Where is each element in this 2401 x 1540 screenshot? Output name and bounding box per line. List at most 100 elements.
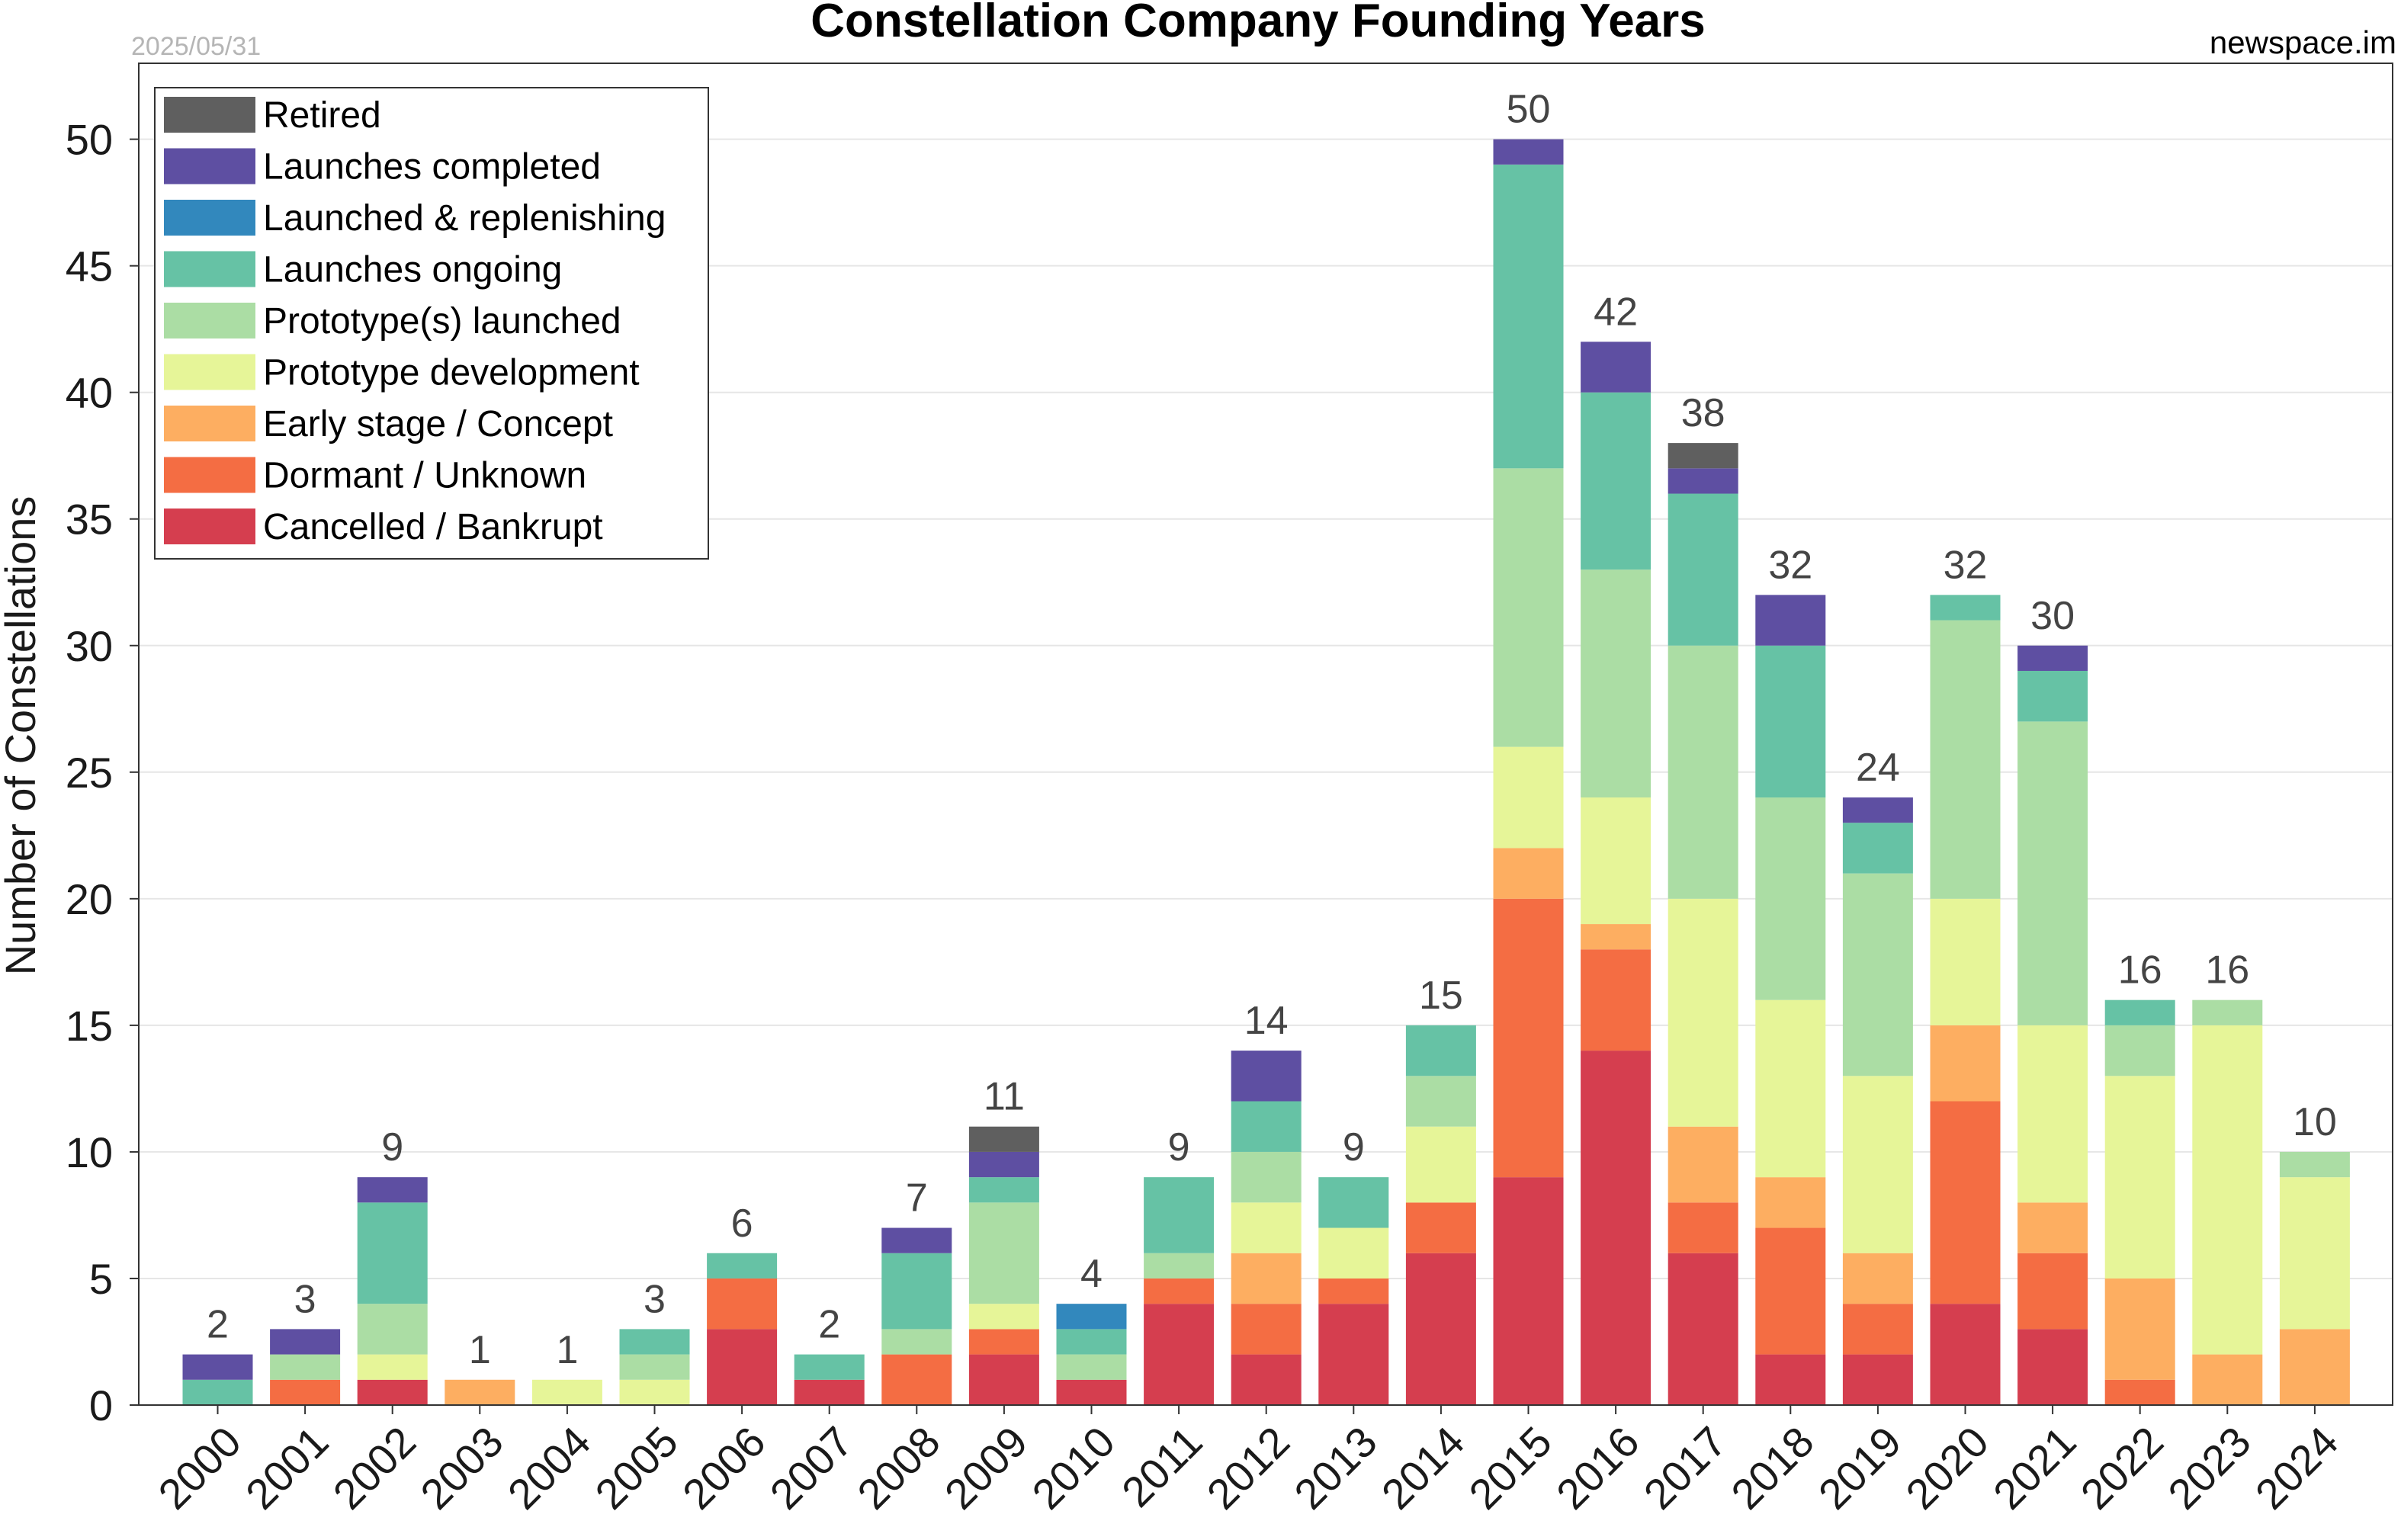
bar-segment	[1493, 848, 1564, 899]
bar-segment	[531, 1379, 602, 1405]
x-tick-label: 2012	[1198, 1417, 1299, 1519]
legend-label: Prototype(s) launched	[263, 301, 621, 342]
bar-segment	[1842, 1076, 1913, 1253]
bar-segment	[1930, 620, 2001, 899]
bar-segment	[2017, 1025, 2088, 1203]
x-tick-label: 2022	[2072, 1417, 2173, 1519]
bar-segment	[1581, 342, 1651, 393]
y-tick-label: 15	[66, 1002, 113, 1050]
x-tick-label: 2006	[673, 1417, 775, 1519]
bar-segment	[707, 1278, 778, 1330]
bar-segment	[881, 1253, 952, 1330]
bar-segment	[1318, 1177, 1389, 1228]
bar-segment	[1231, 1253, 1302, 1304]
bar-segment	[1581, 392, 1651, 570]
x-tick-label: 2013	[1285, 1417, 1386, 1519]
bar-segment	[1581, 797, 1651, 925]
legend-label: Retired	[263, 95, 381, 136]
bar-segment	[881, 1354, 952, 1405]
legend-swatch	[164, 200, 255, 236]
bar-total-label: 15	[1419, 974, 1463, 1018]
x-tick-label: 2007	[761, 1417, 862, 1519]
y-axis: 0 5 10 15 20 25 30 35 40 45 50	[66, 116, 139, 1429]
bar-segment	[707, 1329, 778, 1405]
x-tick-label: 2021	[1984, 1417, 2085, 1519]
bar-segment	[1930, 898, 2001, 1025]
bar-segment	[1842, 1253, 1913, 1304]
bar-segment	[2192, 1025, 2263, 1355]
bar-segment	[2017, 670, 2088, 722]
bar-total-label: 16	[2118, 948, 2162, 993]
bar-total-label: 30	[2030, 594, 2075, 638]
x-tick-label: 2003	[411, 1417, 512, 1519]
bar-segment	[270, 1379, 341, 1405]
x-axis: 2000200120022003200420052006200720082009…	[149, 1405, 2347, 1519]
bar-segment	[881, 1227, 952, 1253]
legend-label: Dormant / Unknown	[263, 456, 586, 496]
bar-segment	[1668, 468, 1738, 494]
bar-segment	[1581, 569, 1651, 798]
bar-segment	[270, 1329, 341, 1355]
y-tick-label: 20	[66, 875, 113, 923]
legend-swatch	[164, 406, 255, 441]
y-tick-label: 5	[89, 1255, 113, 1303]
legend-label: Early stage / Concept	[263, 404, 613, 444]
bar-segment	[1493, 1177, 1564, 1405]
bar-total-label: 1	[556, 1328, 578, 1372]
x-tick-label: 2019	[1809, 1417, 1911, 1519]
legend: Retired Launches completed Launched & repl…	[154, 87, 709, 560]
legend-swatch	[164, 457, 255, 493]
bar-segment	[1405, 1076, 1476, 1127]
x-tick-label: 2024	[2246, 1417, 2348, 1519]
bar-segment	[1405, 1253, 1476, 1405]
bar-segment	[2104, 1278, 2175, 1380]
bar-segment	[968, 1354, 1039, 1405]
bar-segment	[1318, 1227, 1389, 1279]
bar-segment	[1755, 999, 1826, 1178]
bar-total-label: 16	[2205, 948, 2249, 993]
x-tick-label: 2016	[1547, 1417, 1648, 1519]
bar-segment	[2104, 1379, 2175, 1405]
x-tick-label: 2020	[1896, 1417, 1998, 1519]
bar-segment	[794, 1379, 865, 1405]
bar-total-label: 3	[294, 1277, 316, 1321]
y-tick-label: 45	[66, 242, 113, 290]
bar-segment	[1668, 1202, 1738, 1253]
bar-total-label: 24	[1856, 746, 1900, 790]
bar-segment	[182, 1379, 253, 1405]
bar-segment	[2017, 645, 2088, 671]
bar-total-label: 38	[1681, 391, 1725, 435]
bar-segment	[445, 1379, 515, 1405]
bar-segment	[2279, 1329, 2350, 1405]
y-tick-label: 30	[66, 622, 113, 670]
legend-swatch	[164, 354, 255, 390]
bar-total-label: 1	[469, 1328, 491, 1372]
bar-total-label: 14	[1244, 999, 1289, 1043]
bars	[182, 139, 2350, 1405]
bar-segment	[1930, 1101, 2001, 1304]
bar-segment	[1231, 1304, 1302, 1355]
bar-segment	[1581, 949, 1651, 1051]
bar-segment	[2192, 1354, 2263, 1405]
x-tick-label: 2001	[236, 1417, 338, 1519]
legend-label: Prototype development	[263, 353, 640, 393]
bar-segment	[1144, 1278, 1215, 1304]
x-tick-label: 2005	[586, 1417, 687, 1519]
bar-segment	[1668, 493, 1738, 646]
bar-segment	[1755, 595, 1826, 646]
bar-segment	[357, 1202, 428, 1304]
bar-segment	[270, 1354, 341, 1380]
bar-segment	[1581, 1051, 1651, 1405]
bar-segment	[619, 1354, 690, 1380]
bar-segment	[1842, 873, 1913, 1076]
legend-label: Launches completed	[263, 147, 601, 188]
x-tick-label: 2009	[936, 1417, 1037, 1519]
bar-segment	[2017, 1253, 2088, 1330]
bar-segment	[2017, 1202, 2088, 1253]
bar-segment	[1318, 1278, 1389, 1304]
bar-segment	[2017, 1329, 2088, 1405]
bar-total-label: 2	[818, 1303, 840, 1347]
y-axis-label: Number of Constellations	[0, 496, 44, 976]
bar-segment	[1056, 1304, 1127, 1330]
